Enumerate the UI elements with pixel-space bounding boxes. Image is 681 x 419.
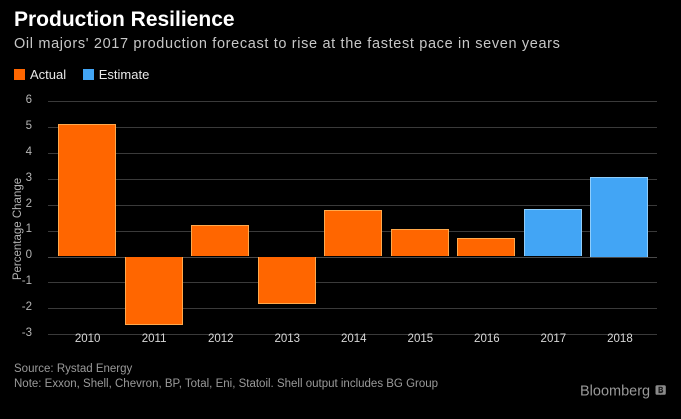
svg-text:Bloomberg: Bloomberg	[580, 384, 650, 400]
